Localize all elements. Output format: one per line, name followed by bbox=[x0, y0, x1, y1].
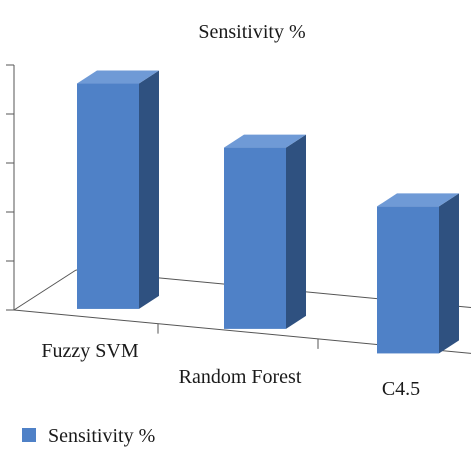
bar-front bbox=[77, 83, 139, 309]
bar-side bbox=[286, 134, 306, 329]
bar-side bbox=[139, 70, 159, 309]
x-axis-labels: Fuzzy SVM Random Forest C4.5 bbox=[41, 340, 420, 400]
x-axis-category-label: C4.5 bbox=[382, 378, 420, 400]
bar-front bbox=[377, 206, 439, 354]
bar-front bbox=[224, 147, 286, 329]
bar bbox=[224, 134, 306, 329]
legend-swatch bbox=[22, 428, 36, 442]
legend-label: Sensitivity % bbox=[48, 425, 155, 447]
floor-left-edge bbox=[13, 269, 77, 311]
chart-bars bbox=[77, 70, 459, 354]
bar bbox=[377, 193, 459, 354]
chart-title: Sensitivity % bbox=[198, 21, 305, 43]
bar-top bbox=[224, 134, 306, 148]
bar bbox=[77, 70, 159, 309]
x-axis-category-label: Fuzzy SVM bbox=[41, 340, 138, 362]
legend: Sensitivity % bbox=[22, 425, 155, 447]
bar-top bbox=[77, 70, 159, 84]
bar-side bbox=[439, 193, 459, 354]
bar-top bbox=[377, 193, 459, 207]
x-axis-category-label: Random Forest bbox=[179, 366, 302, 388]
